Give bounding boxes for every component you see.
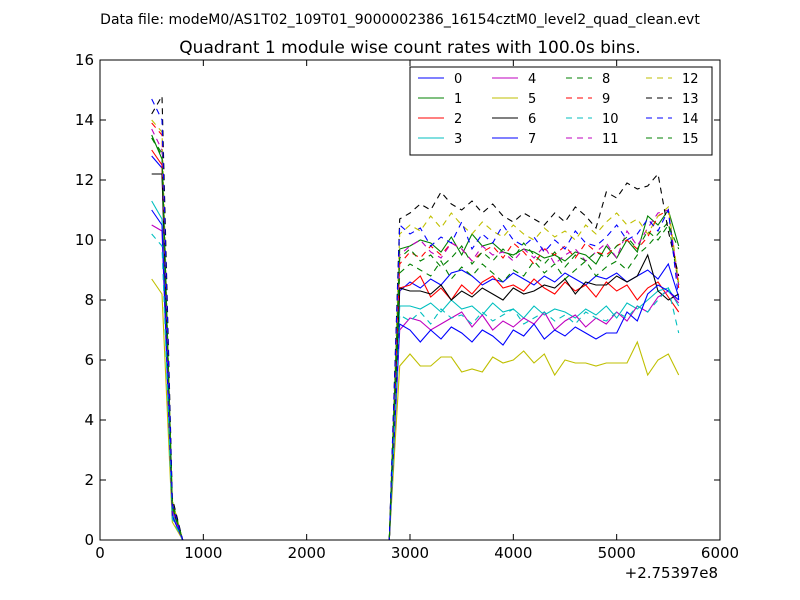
legend-label-5: 5	[528, 92, 536, 107]
x-tick-label: 4000	[494, 544, 532, 562]
legend-label-4: 4	[528, 72, 536, 87]
legend-label-1: 1	[454, 92, 462, 107]
legend-box	[409, 66, 713, 156]
series-line-10	[151, 233, 680, 541]
chart-title: Quadrant 1 module wise count rates with …	[179, 38, 640, 58]
legend-label-12: 12	[682, 72, 699, 87]
legend-label-8: 8	[602, 72, 610, 87]
legend-label-11: 11	[602, 132, 619, 147]
y-tick-label: 14	[75, 111, 94, 129]
legend-label-0: 0	[454, 72, 462, 87]
y-tick-label: 12	[75, 171, 94, 189]
series-line-12	[151, 119, 680, 541]
legend-label-9: 9	[602, 92, 610, 107]
legend-label-6: 6	[528, 112, 536, 127]
x-tick-label: 1000	[184, 544, 222, 562]
y-tick-label: 0	[84, 531, 94, 549]
y-tick-label: 8	[84, 291, 94, 309]
x-tick-label: 5000	[598, 544, 636, 562]
y-tick-label: 16	[75, 51, 94, 69]
x-offset-label: +2.75397e8	[625, 564, 718, 582]
y-tick-label: 6	[84, 351, 94, 369]
series-line-14	[151, 98, 680, 541]
legend-label-2: 2	[454, 112, 462, 127]
legend-label-14: 14	[682, 112, 699, 127]
y-tick-label: 10	[75, 231, 94, 249]
legend-label-13: 13	[682, 92, 699, 107]
x-tick-label: 6000	[701, 544, 739, 562]
y-tick-label: 2	[84, 471, 94, 489]
legend-label-7: 7	[528, 132, 536, 147]
plot-frame	[99, 59, 721, 541]
legend-label-10: 10	[602, 112, 619, 127]
x-tick-label: 0	[95, 544, 105, 562]
data-file-suptitle: Data file: modeM0/AS1T02_109T01_90000023…	[100, 12, 700, 28]
legend-label-3: 3	[454, 132, 462, 147]
x-tick-label: 2000	[288, 544, 326, 562]
y-tick-label: 4	[84, 411, 94, 429]
legend-label-15: 15	[682, 132, 699, 147]
x-tick-label: 3000	[391, 544, 429, 562]
